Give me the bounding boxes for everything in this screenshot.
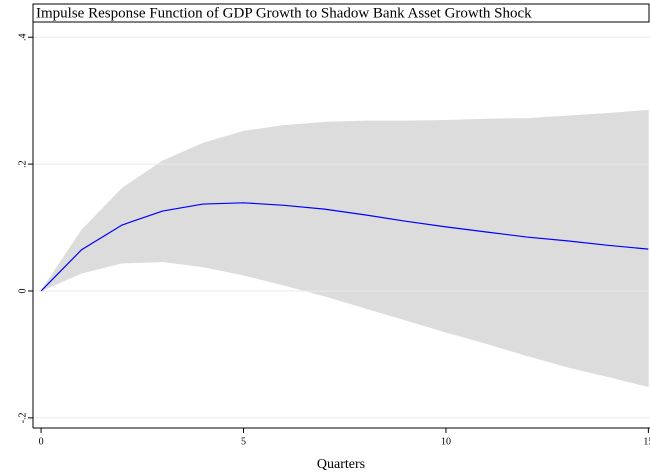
x-tick-label: 5 bbox=[241, 436, 246, 447]
confidence-band bbox=[526, 115, 568, 368]
confidence-band bbox=[81, 187, 123, 274]
confidence-band bbox=[607, 109, 649, 388]
title-box bbox=[32, 3, 650, 23]
y-tick-label: .4 bbox=[17, 33, 28, 41]
x-tick-label: 10 bbox=[441, 436, 451, 447]
confidence-band bbox=[486, 118, 528, 357]
confidence-band bbox=[121, 160, 163, 264]
y-tick-label: 0 bbox=[17, 288, 28, 293]
irf-line bbox=[40, 202, 649, 292]
x-axis-label: Quarters bbox=[317, 457, 365, 472]
y-tick-label: -.2 bbox=[17, 412, 28, 423]
y-tick-label: .2 bbox=[17, 160, 28, 168]
x-tick-label: 15 bbox=[643, 436, 650, 447]
confidence-band bbox=[40, 229, 82, 292]
chart-title: Impulse Response Function of GDP Growth … bbox=[36, 5, 532, 21]
x-tick-label: 0 bbox=[39, 436, 44, 447]
